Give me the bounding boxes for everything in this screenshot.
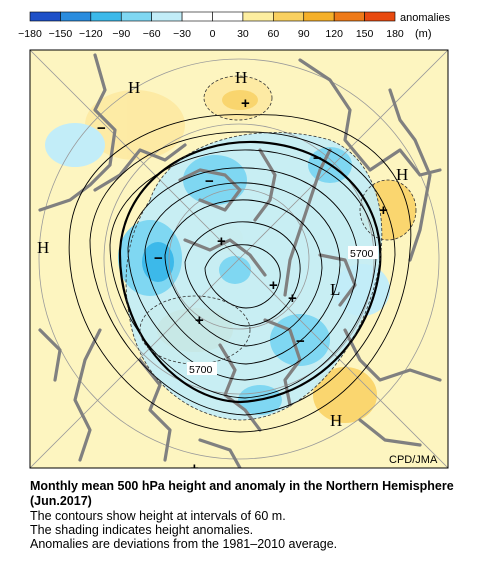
pressure-centers: H H H H H L [37,68,408,430]
figure-caption: Monthly mean 500 hPa height and anomaly … [30,479,470,551]
color-bar-tick-label: 120 [325,28,343,40]
plus-sign: + [269,277,278,294]
contour-5700 [118,140,382,404]
high-center-label: H [396,165,408,184]
high-center-label: H [330,411,342,430]
polar-map: H H H H H L 5700 5700 + + + + + + + − − … [29,49,449,475]
anomaly-color-bar: −180 −150 −120 −90 −60 −30 0 30 60 90 120 150 180 an… [18,11,451,40]
contour-label: 5700 [350,248,374,260]
minus-sign: − [205,173,214,190]
map-frame [29,49,449,469]
caption-line: Anomalies are deviations from the 1981–2… [30,537,338,551]
minus-sign: − [154,250,163,267]
color-bar-tick-label: −90 [112,28,130,40]
anomaly-signs: + + + + + + + − − − − − [97,95,388,475]
high-center-label: H [235,68,247,87]
minus-sign: − [296,333,305,350]
plus-sign: + [241,95,250,112]
high-center-label: H [37,238,49,257]
color-bar-tick-label: −60 [143,28,161,40]
high-center-label: H [128,78,140,97]
caption-line: The contours show height at intervals of… [30,509,286,523]
plus-sign: + [190,460,199,475]
color-bar-tick-label: 30 [237,28,249,40]
contour-label: 5700 [189,364,213,376]
color-bar-tick-label: 150 [356,28,374,40]
caption-title: Monthly mean 500 hPa height and anomaly … [30,479,454,508]
plus-sign: + [195,312,204,329]
color-bar-tick-label: −150 [49,28,73,40]
caption-line: The shading indicates height anomalies. [30,523,254,537]
negative-anomaly-shading [45,123,390,420]
color-bar-cells [29,11,396,22]
color-bar-tick-label: −120 [79,28,103,40]
plus-sign: + [288,290,297,307]
plus-sign: + [379,202,388,219]
minus-sign: − [313,150,322,167]
color-bar-tick-label: −180 [18,28,42,40]
color-bar-tick-label: 180 [386,28,404,40]
plus-sign: + [217,233,226,250]
contour-value-labels: 5700 5700 [187,246,378,376]
color-bar-tick-label: 60 [267,28,279,40]
color-bar-tick-label: 90 [298,28,310,40]
color-bar-cell [364,11,396,22]
color-bar-ticks: −180 −150 −120 −90 −60 −30 0 30 60 90 120 150 180 [18,28,404,40]
color-bar-tick-label: 0 [210,28,216,40]
legend-unit: (m) [415,28,432,40]
low-center-label: L [330,280,340,299]
color-bar-tick-label: −30 [173,28,191,40]
credit-label: CPD/JMA [389,454,438,466]
legend-unit-label: anomalies [400,12,451,24]
minus-sign: − [97,120,106,137]
